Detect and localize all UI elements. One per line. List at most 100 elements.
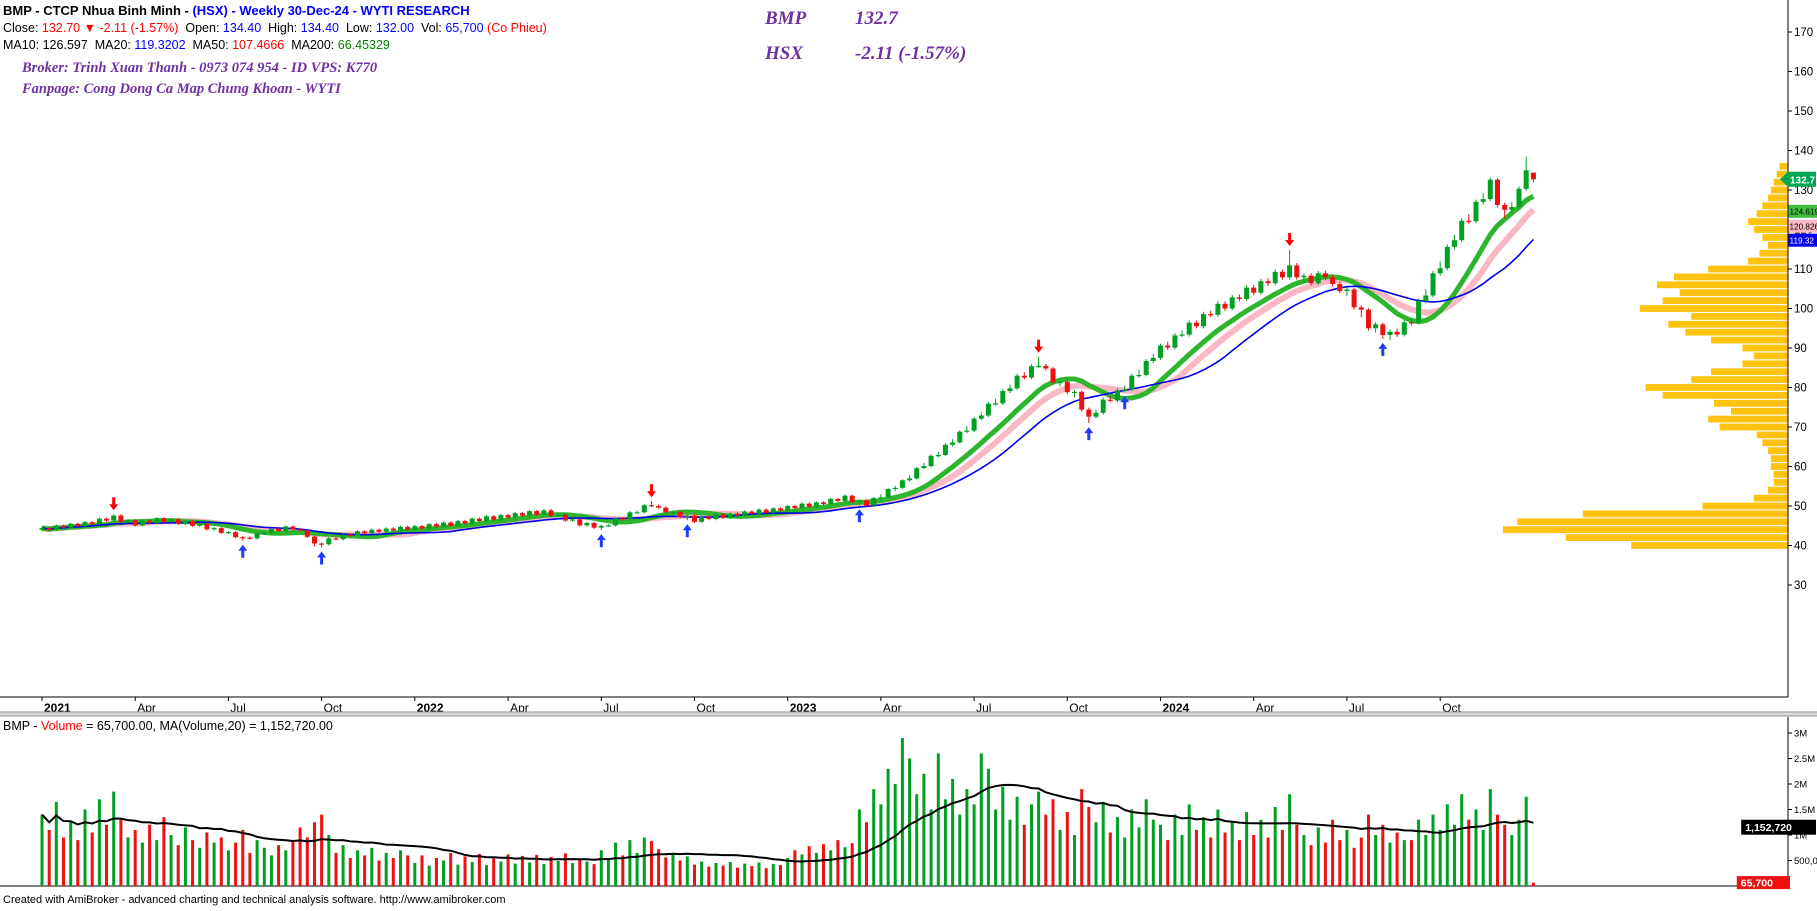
candle-body <box>1036 365 1042 367</box>
volume-bar <box>1030 804 1033 886</box>
text-segment: Volume <box>40 719 83 733</box>
candle-body <box>907 478 913 481</box>
candle-body <box>455 521 461 526</box>
volume-bar <box>836 840 840 886</box>
candle-body <box>598 525 604 528</box>
candle-body <box>613 518 619 526</box>
volume-bar <box>800 854 804 886</box>
candle-body <box>1244 287 1250 299</box>
volume-bar <box>1001 786 1005 886</box>
buy-arrow-icon <box>1084 427 1094 441</box>
volume-tick-label: 1.5M <box>1794 805 1815 816</box>
quote-line: Close: 132.70 ▼ -2.11 (-1.57%) Open: 134… <box>3 22 547 35</box>
candle-body <box>763 509 769 513</box>
volume-tick-label: 1M <box>1794 831 1807 842</box>
volume-bar <box>986 768 990 886</box>
volume-bar <box>1367 814 1370 886</box>
volume-bar <box>1073 835 1076 886</box>
volume-bar <box>434 858 438 886</box>
price-tick-label: 50 <box>1794 501 1807 513</box>
candle-body <box>1473 201 1479 222</box>
candle-body <box>663 507 669 513</box>
volume-bar <box>814 852 818 886</box>
candle-body <box>1387 331 1393 335</box>
volume-bar <box>1252 835 1256 886</box>
volume-bar <box>513 863 517 886</box>
text-segment: BMP - <box>3 719 41 733</box>
volume-bar <box>1331 819 1335 886</box>
volume-bar <box>1445 804 1449 886</box>
volume-bar <box>449 852 453 886</box>
candle-body <box>735 513 740 516</box>
chart-plot-area[interactable] <box>0 0 1788 697</box>
pane-splitter[interactable] <box>0 711 1817 717</box>
volume-profile-bar <box>1776 170 1788 178</box>
text-segment: 132.00 <box>375 21 415 35</box>
candle-body <box>369 529 375 534</box>
volume-bar <box>721 865 725 886</box>
volume-pane-title: BMP - Volume = 65,700.00, MA(Volume,20) … <box>3 719 333 733</box>
candles <box>39 156 1536 548</box>
volume-bar <box>1144 799 1148 886</box>
candle-body <box>541 510 547 515</box>
candle-body <box>491 516 497 520</box>
candle-body <box>1021 375 1027 378</box>
candle-body <box>1401 322 1407 335</box>
candle-body <box>792 506 798 508</box>
splitter-bar[interactable] <box>0 712 1817 716</box>
ma-price-badge-label: 124.619 <box>1790 208 1817 217</box>
candle-body <box>1057 382 1063 384</box>
candle-body <box>1452 240 1457 247</box>
candle-body <box>813 502 819 507</box>
candle-body <box>132 520 138 526</box>
volume-bar <box>1130 809 1134 886</box>
candle-body <box>498 515 504 520</box>
volume-bar <box>341 845 345 886</box>
volume-bar <box>370 847 374 886</box>
text-segment: Open: <box>178 21 223 35</box>
candle-body <box>1423 295 1429 301</box>
volume-profile-bar <box>1711 336 1788 344</box>
volume-bar <box>908 758 912 886</box>
volume-bar <box>1395 832 1399 886</box>
volume-bar <box>779 865 782 886</box>
candle-body <box>1373 324 1379 329</box>
candle-body <box>419 526 425 529</box>
buy-arrow-icon <box>682 524 692 538</box>
volume-bar <box>657 849 661 886</box>
price-tick-label: 40 <box>1794 541 1807 553</box>
buy-arrow-icon <box>1120 396 1130 410</box>
volume-bar <box>571 863 575 886</box>
volume-bar <box>1230 822 1234 886</box>
candle-body <box>1222 303 1228 309</box>
candle-body <box>398 526 403 531</box>
volume-bar <box>958 814 962 886</box>
candle-body <box>1502 205 1508 210</box>
volume-bar <box>1137 827 1141 886</box>
annotation-exchange: HSX <box>765 43 804 64</box>
candle-body <box>964 430 970 432</box>
candle-body <box>770 508 776 513</box>
volume-bar <box>563 853 567 886</box>
text-segment: 65,700 <box>445 21 484 35</box>
volume-profile-bar <box>1702 502 1788 510</box>
candle-body <box>1158 345 1163 358</box>
candle-body <box>1516 188 1522 207</box>
volume-bar <box>1173 814 1177 886</box>
price-tick-label: 30 <box>1794 580 1807 592</box>
volume-bar <box>520 855 524 886</box>
volume-bar <box>470 862 474 886</box>
volume-bar <box>391 858 395 886</box>
volume-profile-bar <box>1668 320 1788 328</box>
price-plot-area[interactable] <box>0 0 1788 697</box>
candle-body <box>319 543 325 545</box>
volume-bar <box>205 832 209 886</box>
volume-bar <box>1295 824 1299 886</box>
volume-bar <box>1187 804 1191 886</box>
candle-body <box>276 528 282 531</box>
signal-arrows <box>109 233 1388 565</box>
price-axis: 17016015014013012011010090807060504030 <box>1787 0 1813 697</box>
candle-body <box>1430 273 1436 296</box>
candle-body <box>1208 314 1214 316</box>
volume-bar <box>915 794 919 886</box>
